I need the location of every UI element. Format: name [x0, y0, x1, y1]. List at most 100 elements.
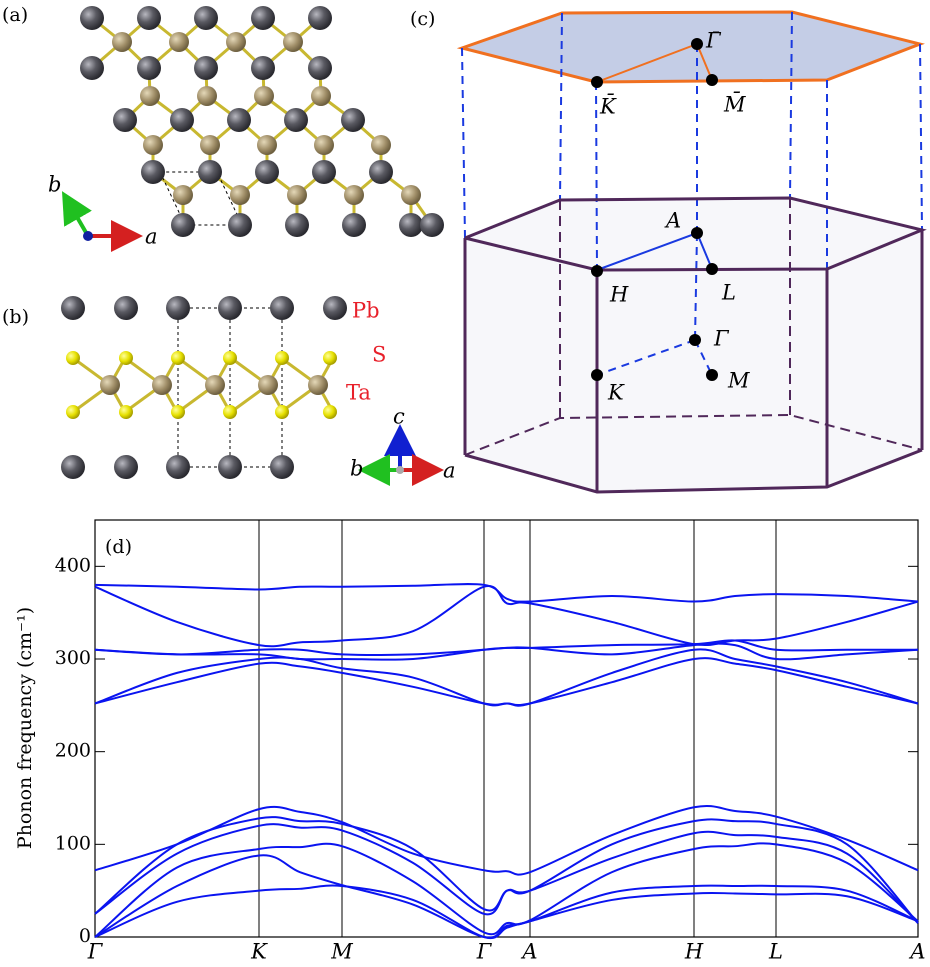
- atom-pb: [312, 160, 336, 184]
- phonon-plot: Γ K M Γ A H L A 0 100 200 300 400 (d) Phonon frequency…: [14, 519, 926, 964]
- element-label: Ta: [346, 381, 371, 405]
- atom-pb: [270, 296, 294, 320]
- axis-label: b: [48, 173, 61, 197]
- axes-b: [358, 424, 444, 486]
- atom-ta: [100, 375, 120, 395]
- atom-pb: [308, 6, 332, 30]
- atom-pb: [80, 56, 104, 80]
- x-tick-label: A: [908, 940, 925, 964]
- x-tick-label: H: [684, 940, 704, 964]
- atom-pb: [194, 56, 218, 80]
- atom-s: [323, 405, 337, 419]
- atom-ta: [197, 86, 217, 106]
- atom-pb: [166, 455, 190, 479]
- atom-s: [223, 351, 237, 365]
- y-tick-label: 0: [79, 925, 91, 947]
- point-label: M: [727, 369, 750, 393]
- point-label: K: [607, 381, 625, 405]
- atom-pb: [114, 455, 138, 479]
- atom-s: [275, 351, 289, 365]
- x-tick-label: L: [768, 940, 783, 964]
- crystal-top-view: [80, 6, 444, 237]
- axis-label: a: [145, 225, 158, 249]
- atom-pb: [171, 213, 195, 237]
- plot-frame: [94, 519, 919, 938]
- panel-label: (d): [105, 536, 132, 558]
- x-tick-label: Γ: [87, 940, 104, 964]
- atom-pb: [218, 455, 242, 479]
- atom-s: [119, 351, 133, 365]
- atom-pb: [285, 213, 309, 237]
- atom-ta: [230, 185, 250, 205]
- point-label: M̄: [723, 92, 746, 117]
- atom-s: [66, 405, 80, 419]
- atom-ta: [226, 32, 246, 52]
- phonon-band: [94, 823, 919, 924]
- atom-ta: [258, 375, 278, 395]
- panel-label: (b): [2, 306, 29, 328]
- atom-pb: [251, 56, 275, 80]
- panel-label: (a): [2, 4, 28, 26]
- panel-label: (c): [410, 8, 435, 30]
- point-label: A: [664, 209, 681, 233]
- atom-ta: [401, 185, 421, 205]
- point-label: Γ: [713, 327, 730, 351]
- element-label: S: [372, 343, 386, 367]
- atom-ta: [173, 185, 193, 205]
- atom-pb: [218, 296, 242, 320]
- atom-ta: [371, 135, 391, 155]
- phonon-band: [94, 648, 919, 707]
- atom-ta: [314, 135, 334, 155]
- y-tick-label: 300: [55, 647, 91, 669]
- axes-a: [61, 191, 143, 252]
- atom-pb: [141, 160, 165, 184]
- axis-label: b: [350, 457, 363, 481]
- brillouin-zone: [456, 10, 927, 494]
- y-tick-label: 100: [55, 832, 91, 854]
- x-tick-label: Γ: [476, 940, 493, 964]
- atom-pb: [61, 455, 85, 479]
- phonon-band: [94, 585, 919, 648]
- atom-pb: [341, 108, 365, 132]
- atom-ta: [308, 375, 328, 395]
- atom-pb: [170, 108, 194, 132]
- atom-ta: [112, 32, 132, 52]
- element-label: Pb: [352, 299, 380, 323]
- phonon-band: [94, 854, 919, 939]
- phonon-band: [94, 816, 919, 924]
- atom-ta: [200, 135, 220, 155]
- phonon-band: [94, 583, 919, 603]
- atom-s: [119, 405, 133, 419]
- atom-pb: [80, 6, 104, 30]
- atom-pb: [342, 213, 366, 237]
- atom-ta: [287, 185, 307, 205]
- atom-pb: [399, 213, 423, 237]
- atom-ta: [169, 32, 189, 52]
- atom-ta: [311, 86, 331, 106]
- atom-ta: [140, 86, 160, 106]
- atom-pb: [114, 296, 138, 320]
- atom-ta: [257, 135, 277, 155]
- atom-pb: [270, 455, 294, 479]
- x-tick-label: K: [250, 940, 268, 964]
- axis-label: c: [393, 405, 405, 429]
- atom-ta: [254, 86, 274, 106]
- atom-s: [323, 351, 337, 365]
- atom-pb: [194, 6, 218, 30]
- point-label: K̄: [599, 94, 617, 119]
- atom-pb: [323, 296, 347, 320]
- atom-ta: [143, 135, 163, 155]
- point-label: L: [721, 281, 736, 305]
- phonon-band: [94, 842, 919, 938]
- atom-ta: [344, 185, 364, 205]
- atom-ta: [205, 375, 225, 395]
- axis-label: a: [443, 459, 456, 483]
- phonon-band: [94, 884, 919, 940]
- atom-pb: [166, 296, 190, 320]
- atom-pb: [137, 6, 161, 30]
- atom-ta: [152, 375, 172, 395]
- atom-pb: [284, 108, 308, 132]
- atom-pb: [369, 160, 393, 184]
- atom-pb: [420, 213, 444, 237]
